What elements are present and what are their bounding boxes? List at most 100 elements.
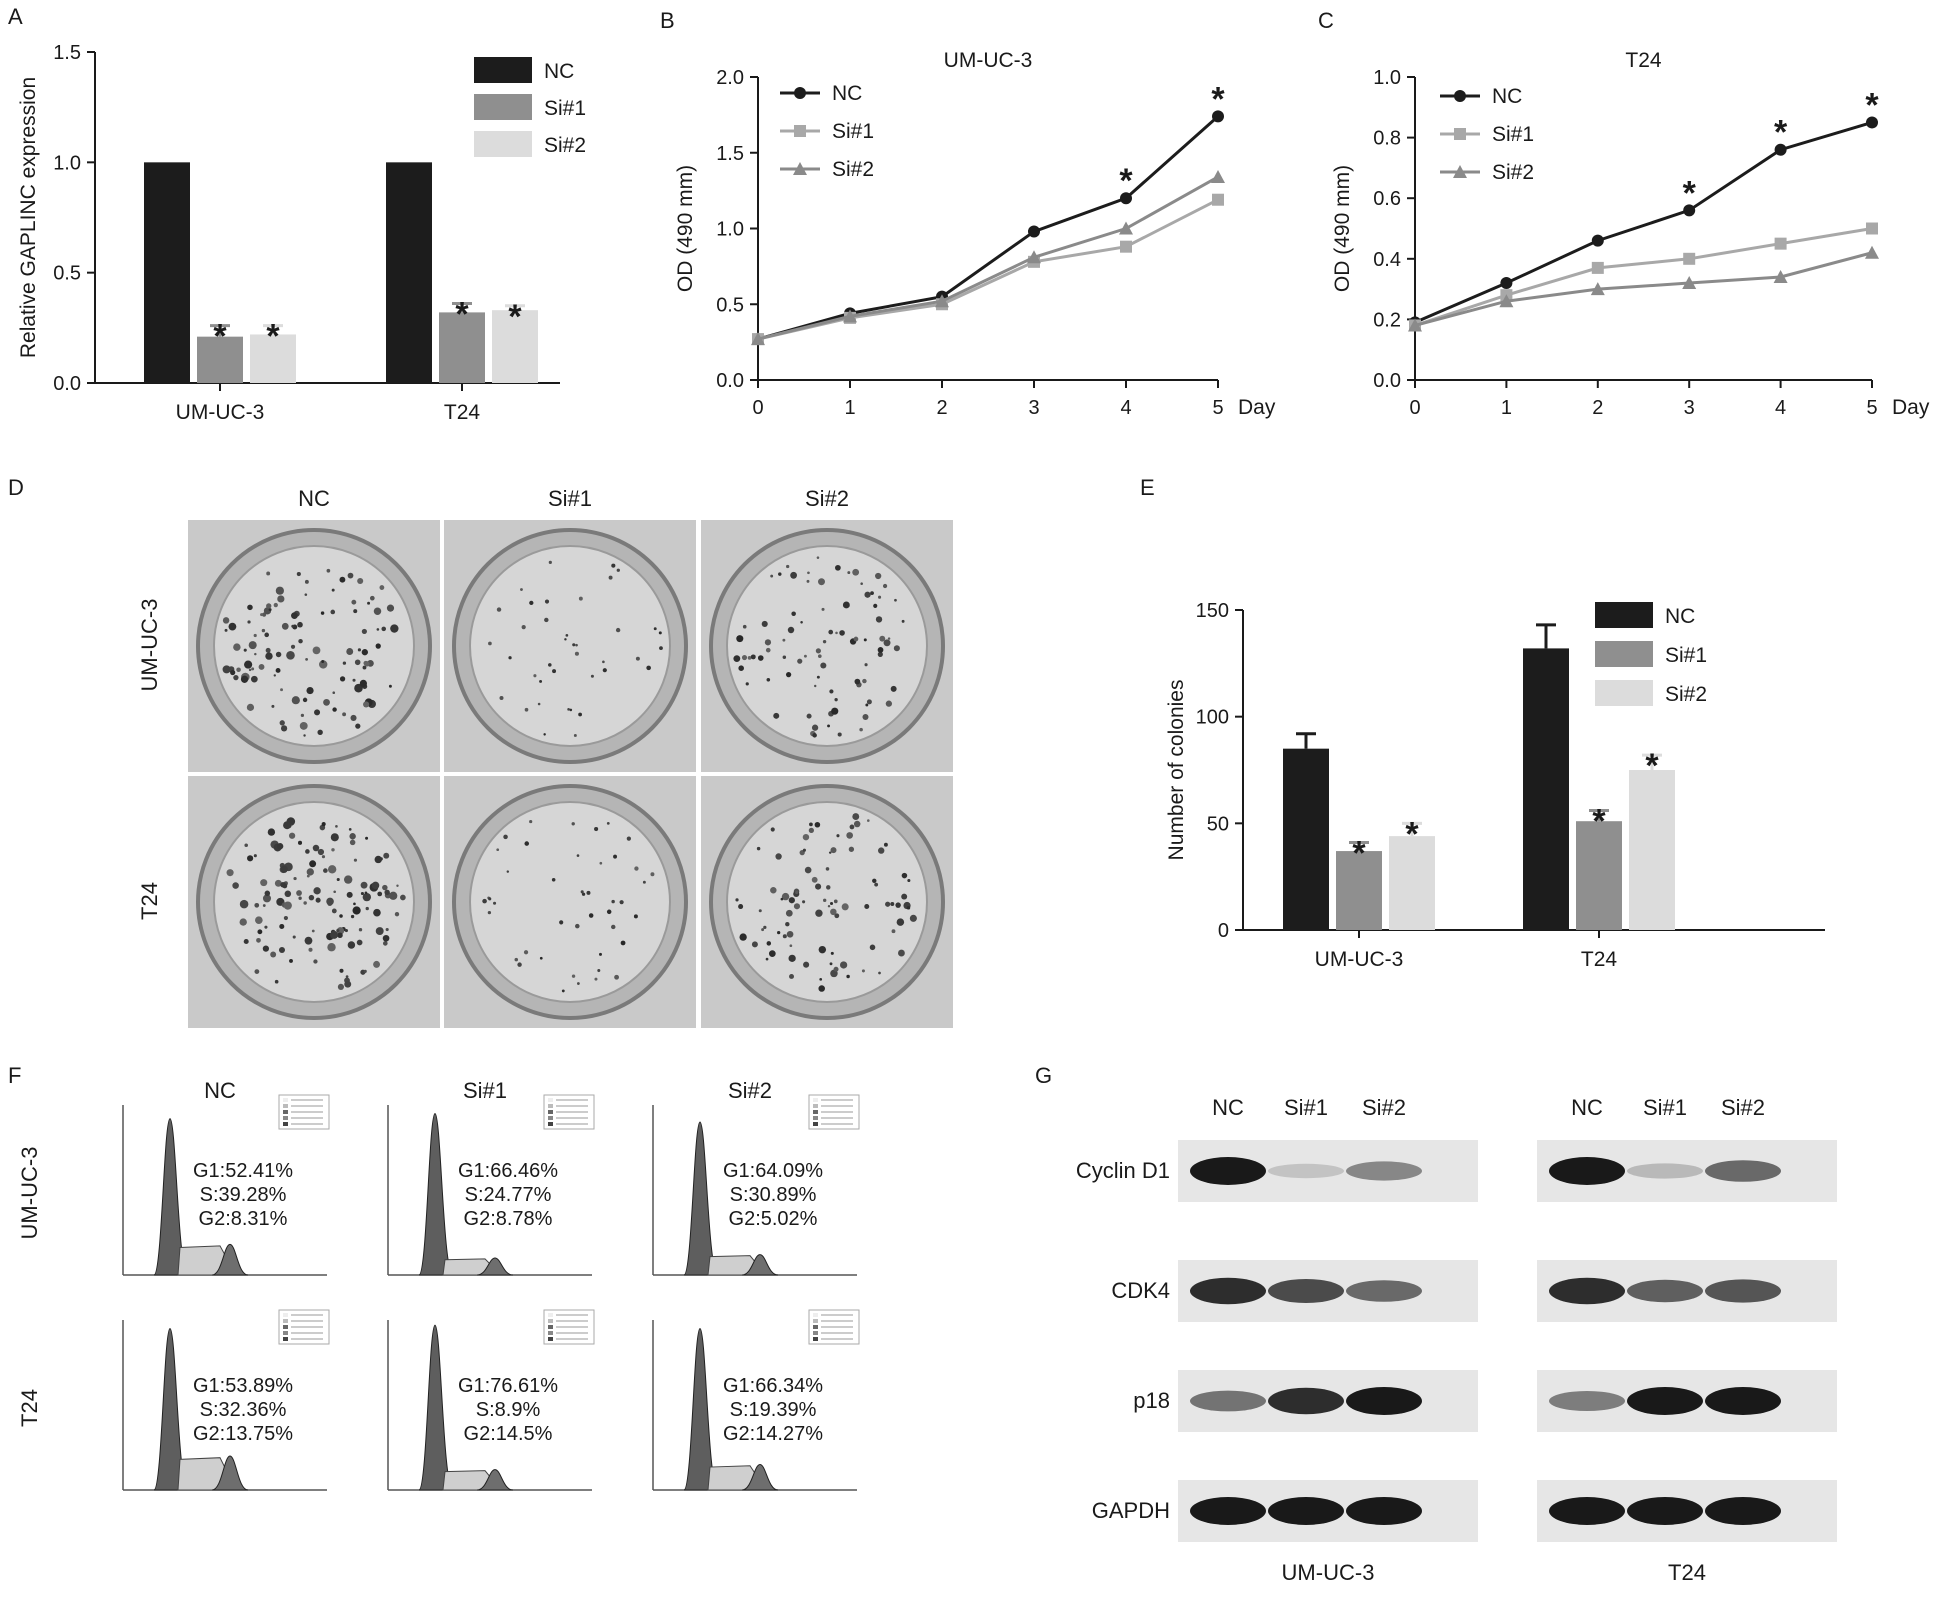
colony-dot [257,929,263,935]
colony-dot [265,652,273,660]
colony-dot [877,651,883,657]
colony-dot [775,853,782,860]
colony-dot [811,724,819,731]
colony-dot [829,901,834,906]
colony-dot [836,834,840,838]
colony-dot [314,709,321,716]
colony-dot [747,656,752,660]
colony-dot [653,627,657,631]
data-point [1212,193,1224,206]
y-axis-label: OD (490 mm) [674,165,697,292]
colony-dot [523,950,529,955]
histogram-legend-swatch [813,1098,818,1102]
cell-cycle-histogram-grid: NC Si#1 Si#2 UM-UC-3 T24 G1:52.41% S:39.28% G2:… [0,1070,1020,1597]
colony-dot [870,591,874,596]
legend-marker [1453,165,1467,178]
colony-dot [277,595,285,603]
colony-dot [362,665,367,670]
series-line-si1 [757,198,1219,341]
histogram-legend-swatch [813,1110,818,1114]
colony-dot [271,704,275,708]
colony-well-photo [444,776,696,1028]
histogram-column-header: NC [204,1078,236,1103]
significance-star: * [1592,803,1606,841]
colony-dot [275,651,282,658]
colony-dot [493,901,497,905]
colony-dot [633,914,638,919]
colony-dot [818,985,825,992]
bar-nc [1283,748,1329,930]
colony-dot [816,556,820,559]
colony-dot [262,894,272,903]
colony-dot [321,660,325,663]
colony-dot [305,849,310,854]
colony-dot [330,609,336,615]
bar-nc [386,162,432,383]
colony-dot [350,714,357,721]
colony-dot [347,941,356,949]
colony-dot [353,609,358,614]
colony-dot [869,944,876,951]
data-point [1866,222,1878,235]
colony-dot [761,928,765,932]
colony-dot [228,622,237,631]
colony-dot [517,962,522,967]
colony-well-photo [444,520,696,772]
legend-swatch [474,131,532,157]
colony-dot [828,629,834,635]
colony-dot [264,890,271,897]
histogram-legend-swatch [283,1116,288,1120]
colony-dot [331,848,335,852]
colony-dot [830,951,834,955]
colony-dot [909,914,917,922]
colony-dot [331,908,337,914]
colony-dot [283,821,292,830]
colony-dot [782,638,786,642]
colony-dot [862,678,867,684]
significance-star: * [1865,86,1879,124]
colony-dot [247,604,253,611]
legend-label: NC [832,82,862,105]
colony-dot [379,585,385,590]
colony-dot [786,930,794,938]
legend-label: Si#2 [544,134,586,157]
colony-dot [282,883,288,889]
colony-dot [882,583,888,589]
colony-dot [280,688,283,692]
x-tick-label: 0 [752,397,763,419]
colony-dot [320,611,325,615]
colony-dot [879,635,886,642]
legend-swatch [474,94,532,120]
colony-dot [386,604,395,612]
bar-si2 [1629,770,1675,930]
colony-dot [873,603,878,608]
colony-dot [355,723,361,729]
y-tick-label: 0 [1218,920,1229,942]
colony-dot [279,720,285,726]
y-axis-label: Relative GAPLINC expression [17,77,40,358]
colony-dot [795,890,799,895]
chart-e-colony-counts: 0 50 100 150 Number of colonies UM-UC-3 * * T24 *… [1165,600,1825,971]
bar-si2 [250,334,296,383]
colony-dot [347,572,354,579]
colony-dot [548,663,552,667]
colony-dot [804,866,812,874]
colony-dot [764,639,772,646]
colony-dot [260,613,264,617]
colony-row-label: T24 [137,882,162,920]
colony-dot [326,568,331,573]
data-point [751,332,765,346]
legend-label: Si#1 [832,120,874,143]
g1-percentage: G1:64.09% [723,1160,823,1182]
colony-dot [793,903,801,910]
colony-dot [823,898,827,902]
colony-dot [846,974,850,979]
colony-dot [298,896,302,900]
colony-dot [874,882,879,887]
colony-dot [890,902,895,906]
panel-label-f: F [8,1063,22,1088]
colony-dot [224,628,228,632]
x-tick-label: 3 [1028,397,1039,419]
legend-marker [1454,128,1466,140]
colony-dot [337,932,343,939]
